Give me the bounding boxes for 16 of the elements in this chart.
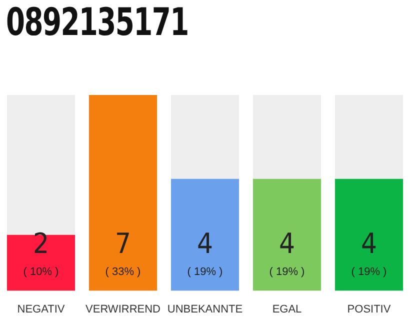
- x-tick-label: EGAL: [272, 303, 302, 316]
- annotation: ( 33% ): [105, 266, 141, 278]
- chart-title: 0892135171: [6, 0, 188, 44]
- data-label: 4: [360, 227, 378, 260]
- data-label: 7: [114, 227, 132, 260]
- x-tick-label: UNBEKANNTE: [167, 303, 243, 316]
- data-label: 2: [32, 227, 50, 260]
- data-label: 4: [196, 227, 214, 260]
- annotation: ( 19% ): [269, 266, 305, 278]
- annotation: ( 19% ): [187, 266, 223, 278]
- annotation: ( 19% ): [351, 266, 387, 278]
- data-label: 4: [278, 227, 296, 260]
- x-tick-label: POSITIV: [347, 303, 392, 316]
- annotation: ( 10% ): [23, 266, 59, 278]
- x-tick-label: VERWIRREND: [86, 303, 161, 316]
- x-tick-label: NEGATIV: [17, 303, 66, 316]
